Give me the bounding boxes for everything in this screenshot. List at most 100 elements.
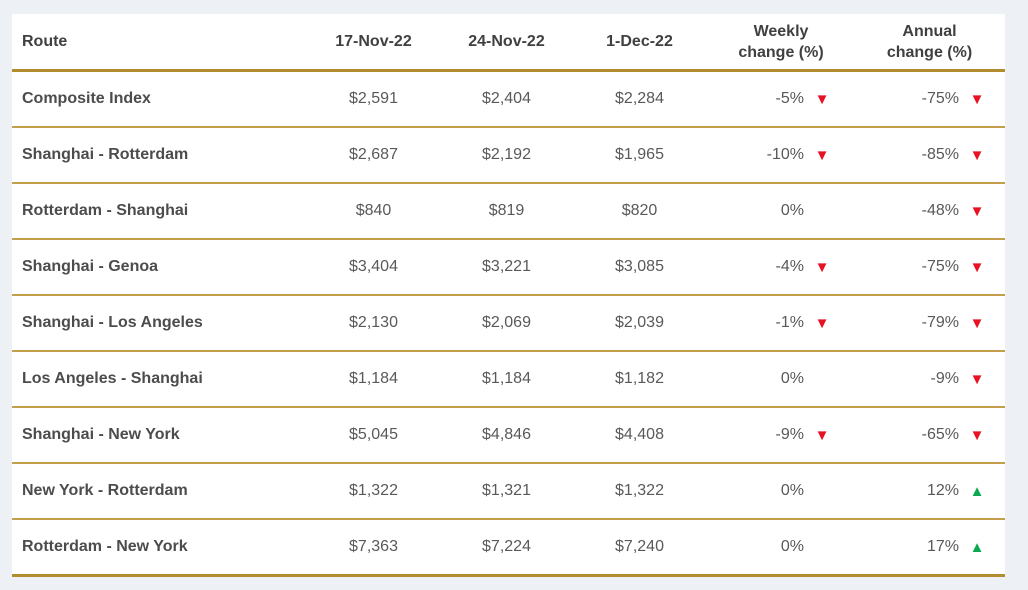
annual-header-line2: change (%) xyxy=(886,43,973,61)
table-row-shanghai-genoa: Shanghai - Genoa $3,404 $3,221 $3,085 -4… xyxy=(12,240,1005,296)
annual-trend-icon: ▼ xyxy=(969,202,985,220)
rate-24nov: $2,069 xyxy=(482,314,531,331)
weekly-change-cell: 0% xyxy=(706,202,856,220)
annual-trend-icon: ▼ xyxy=(969,370,985,388)
route-label: Composite Index xyxy=(22,90,151,107)
weekly-change-cell: 0% xyxy=(706,370,856,388)
weekly-trend-icon: ▼ xyxy=(814,146,830,164)
annual-change-value: -9% xyxy=(930,370,959,387)
annual-change-value: -65% xyxy=(921,426,959,443)
rate-1dec: $2,284 xyxy=(615,90,664,107)
weekly-trend-icon: ▼ xyxy=(814,90,830,108)
annual-change-cell: 17% ▲ xyxy=(856,538,1003,556)
rate-17nov: $2,687 xyxy=(349,146,398,163)
annual-header-line1: Annual xyxy=(902,22,957,40)
annual-change-value: 17% xyxy=(926,538,959,555)
weekly-change-value: -9% xyxy=(775,426,804,443)
table-row-los-angeles-shanghai: Los Angeles - Shanghai $1,184 $1,184 $1,… xyxy=(12,352,1005,408)
annual-change-cell: -85% ▼ xyxy=(856,146,1003,164)
rate-1dec: $3,085 xyxy=(615,258,664,275)
column-header-route: Route xyxy=(22,32,68,50)
annual-change-cell: -9% ▼ xyxy=(856,370,1003,388)
rate-17nov: $1,184 xyxy=(349,370,398,387)
annual-change-cell: -75% ▼ xyxy=(856,258,1003,276)
weekly-change-value: 0% xyxy=(780,538,804,555)
annual-trend-icon: ▼ xyxy=(969,146,985,164)
annual-trend-icon: ▼ xyxy=(969,314,985,332)
weekly-change-cell: 0% xyxy=(706,538,856,556)
weekly-change-value: 0% xyxy=(780,482,804,499)
table-row-shanghai-rotterdam: Shanghai - Rotterdam $2,687 $2,192 $1,96… xyxy=(12,128,1005,184)
annual-trend-icon: ▲ xyxy=(969,538,985,556)
rate-17nov: $840 xyxy=(355,202,392,219)
rate-24nov: $1,321 xyxy=(482,482,531,499)
annual-change-value: 12% xyxy=(926,482,959,499)
freight-rates-table: Route 17-Nov-22 24-Nov-22 1-Dec-22 Weekl… xyxy=(12,14,1005,577)
annual-change-value: -75% xyxy=(921,90,959,107)
annual-change-value: -85% xyxy=(921,146,959,163)
weekly-trend-icon: ▼ xyxy=(814,426,830,444)
route-label: Rotterdam - Shanghai xyxy=(22,202,189,219)
route-label: Shanghai - Los Angeles xyxy=(22,314,203,331)
annual-change-cell: 12% ▲ xyxy=(856,482,1003,500)
route-label: Shanghai - Genoa xyxy=(22,258,159,275)
rate-17nov: $7,363 xyxy=(349,538,398,555)
route-label: Shanghai - New York xyxy=(22,426,180,443)
annual-change-cell: -79% ▼ xyxy=(856,314,1003,332)
route-label: New York - Rotterdam xyxy=(22,482,188,499)
annual-trend-icon: ▼ xyxy=(969,258,985,276)
rate-24nov: $4,846 xyxy=(482,426,531,443)
rate-24nov: $7,224 xyxy=(482,538,531,555)
table-header-row: Route 17-Nov-22 24-Nov-22 1-Dec-22 Weekl… xyxy=(12,14,1005,72)
annual-trend-icon: ▼ xyxy=(969,426,985,444)
weekly-trend-icon: ▼ xyxy=(814,258,830,276)
weekly-change-cell: -9% ▼ xyxy=(706,426,856,444)
rate-24nov: $2,404 xyxy=(482,90,531,107)
annual-change-cell: -65% ▼ xyxy=(856,426,1003,444)
table-row-rotterdam-new-york: Rotterdam - New York $7,363 $7,224 $7,24… xyxy=(12,520,1005,577)
rate-17nov: $5,045 xyxy=(349,426,398,443)
rate-1dec: $7,240 xyxy=(615,538,664,555)
rate-24nov: $2,192 xyxy=(482,146,531,163)
weekly-header-line2: change (%) xyxy=(738,43,824,61)
rate-24nov: $3,221 xyxy=(482,258,531,275)
weekly-trend-icon: ▼ xyxy=(814,314,830,332)
table-row-composite-index: Composite Index $2,591 $2,404 $2,284 -5%… xyxy=(12,72,1005,128)
annual-change-cell: -75% ▼ xyxy=(856,90,1003,108)
weekly-change-cell: -5% ▼ xyxy=(706,90,856,108)
rate-1dec: $1,965 xyxy=(615,146,664,163)
column-header-annual-change: Annual change (%) xyxy=(856,21,1003,63)
annual-trend-icon: ▲ xyxy=(969,482,985,500)
annual-change-value: -48% xyxy=(921,202,959,219)
rate-24nov: $819 xyxy=(488,202,525,219)
weekly-change-value: -4% xyxy=(775,258,804,275)
table-row-rotterdam-shanghai: Rotterdam - Shanghai $840 $819 $820 0% -… xyxy=(12,184,1005,240)
weekly-change-value: -10% xyxy=(766,146,804,163)
column-header-24nov: 24-Nov-22 xyxy=(468,32,545,50)
weekly-change-cell: 0% xyxy=(706,482,856,500)
rate-1dec: $1,182 xyxy=(615,370,664,387)
rate-1dec: $4,408 xyxy=(615,426,664,443)
rate-1dec: $820 xyxy=(621,202,658,219)
annual-trend-icon: ▼ xyxy=(969,90,985,108)
rate-17nov: $2,591 xyxy=(349,90,398,107)
weekly-header-line1: Weekly xyxy=(753,22,809,40)
column-header-17nov: 17-Nov-22 xyxy=(335,32,412,50)
rate-1dec: $1,322 xyxy=(615,482,664,499)
rate-17nov: $2,130 xyxy=(349,314,398,331)
weekly-change-value: -5% xyxy=(775,90,804,107)
column-header-1dec: 1-Dec-22 xyxy=(606,32,673,50)
rate-24nov: $1,184 xyxy=(482,370,531,387)
weekly-change-value: 0% xyxy=(780,370,804,387)
rate-17nov: $1,322 xyxy=(349,482,398,499)
table-row-shanghai-new-york: Shanghai - New York $5,045 $4,846 $4,408… xyxy=(12,408,1005,464)
route-label: Shanghai - Rotterdam xyxy=(22,146,189,163)
weekly-change-cell: -10% ▼ xyxy=(706,146,856,164)
annual-change-value: -79% xyxy=(921,314,959,331)
annual-change-value: -75% xyxy=(921,258,959,275)
weekly-change-value: 0% xyxy=(780,202,804,219)
route-label: Los Angeles - Shanghai xyxy=(22,370,203,387)
column-header-weekly-change: Weekly change (%) xyxy=(706,21,856,63)
route-label: Rotterdam - New York xyxy=(22,538,188,555)
